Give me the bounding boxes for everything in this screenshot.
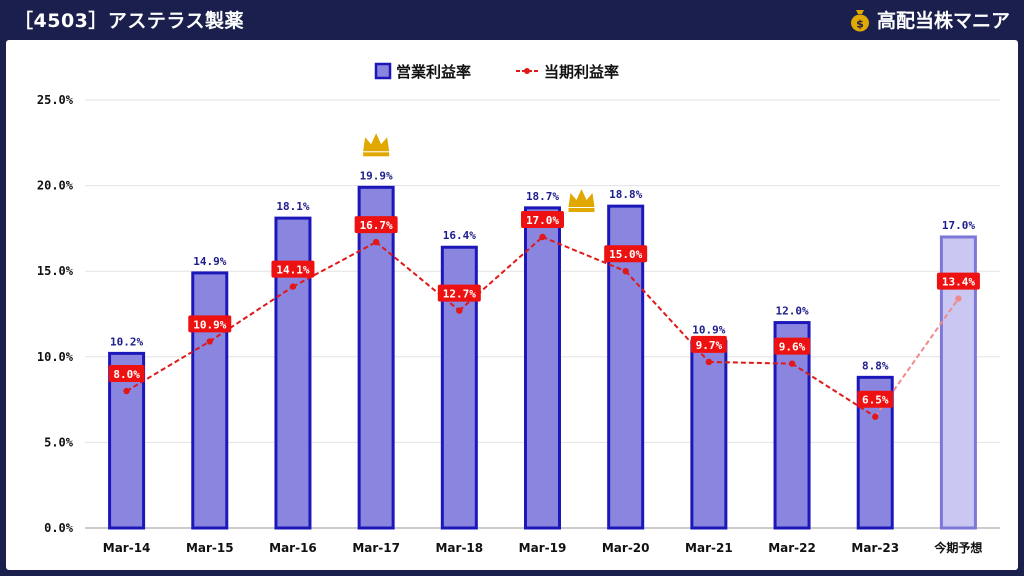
crown-base [363,152,390,157]
line-point [705,358,713,366]
line-value-label-bg [521,210,564,228]
x-tick-label: Mar-17 [352,541,400,555]
bar-value-label: 18.8% [609,188,642,201]
bar-value-label: 10.2% [110,335,143,348]
line-value-label-bg [354,216,398,234]
crown-shape [568,188,595,207]
line-value-label: 9.7% [696,339,723,352]
line-value-label: 6.5% [862,394,889,407]
x-tick-label: Mar-23 [851,541,899,555]
crown-base [568,207,595,212]
x-tick-label: Mar-22 [768,541,816,555]
series-line-segment [791,362,876,418]
bar [108,351,146,530]
bar [524,206,561,530]
bar-value-label: 16.4% [443,229,476,242]
line-value-label: 16.7% [360,219,393,232]
line-value-label: 14.1% [276,264,309,277]
crown-shape [363,133,390,152]
x-tick-label: Mar-18 [435,541,483,555]
line-value-label-bg [857,390,894,408]
y-tick-label: 15.0% [37,264,74,278]
chart-panel [6,40,1018,570]
line-value-label: 10.9% [193,318,226,331]
series-line-segment [624,270,710,363]
series-line-segment [542,236,627,273]
bar-value-label: 19.9% [360,169,393,182]
bar-value-label: 12.0% [775,305,808,318]
x-tick-label: Mar-21 [685,541,733,555]
bar-value-label: 8.8% [862,359,889,372]
line-value-label-bg [271,260,315,278]
brand-text: 高配当株マニア [876,10,1010,32]
x-tick-label: 今期予想 [933,540,982,555]
line-point [289,283,297,290]
series-line-segment [126,340,211,392]
line-point [456,307,463,314]
line-value-label: 13.4% [942,276,975,289]
line-value-label: 15.0% [609,248,642,261]
line-point [622,268,629,275]
line-point [206,338,213,345]
y-tick-label: 10.0% [37,350,74,364]
chart-title: ［4503］アステラス製薬 [14,10,245,32]
legend: 営業利益率 当期利益率 [374,62,619,81]
bar-value-label: 14.9% [193,255,226,268]
crown-icon [363,133,390,157]
line-value-label: 12.7% [443,288,476,301]
x-tick-label: Mar-15 [186,541,234,555]
chart-svg: 0.0% 5.0% 10.0% 15.0% 20.0% 25.0% 10.2% 14.9% 18… [37,62,1000,555]
line-point [788,360,796,367]
legend-swatch-point [524,68,530,74]
legend-label-bars: 営業利益率 [396,63,471,81]
x-tick-label: Mar-19 [519,541,567,555]
line-point [539,233,546,241]
bar [773,321,811,530]
money-bag-icon: $ [850,9,869,31]
bar-value-label: 18.7% [526,190,559,203]
line-value-label-bg [604,245,648,263]
y-tick-label: 20.0% [37,179,74,193]
bar [690,339,728,530]
line-value-label-bg [437,284,481,302]
legend-swatch-bars [374,62,392,80]
x-tick-label: Mar-14 [103,541,151,555]
svg-text:$: $ [856,17,864,30]
line-value-label: 8.0% [113,368,140,381]
brand-logo: $ 高配当株マニア [849,6,1010,33]
series-line-segment [708,360,793,365]
line-value-label-bg [188,315,232,333]
line-point [372,238,380,246]
line-point [955,295,962,302]
bar-value-label: 10.9% [692,323,725,336]
x-tick-label: Mar-20 [602,541,650,555]
y-tick-label: 5.0% [44,435,74,449]
line-value-label: 17.0% [526,214,559,227]
line-value-label-bg [936,272,980,290]
bar-value-label: 17.0% [942,219,975,232]
legend-label-line: 当期利益率 [544,63,619,81]
line-value-label-bg [774,337,811,355]
y-tick-label: 0.0% [44,521,74,535]
crown-icon [568,188,595,212]
line-value-label: 9.6% [779,341,806,354]
line-value-label-bg [108,365,145,383]
line-value-label-bg [690,335,727,353]
header-bar: ［4503］アステラス製薬 $ 高配当株マニア [0,0,1024,38]
x-tick-label: Mar-16 [269,541,317,555]
bar-value-label: 18.1% [276,200,309,213]
bar [357,185,395,530]
bar [191,271,229,530]
line-point [123,387,130,395]
y-tick-label: 25.0% [37,93,74,107]
line-point [872,413,879,420]
